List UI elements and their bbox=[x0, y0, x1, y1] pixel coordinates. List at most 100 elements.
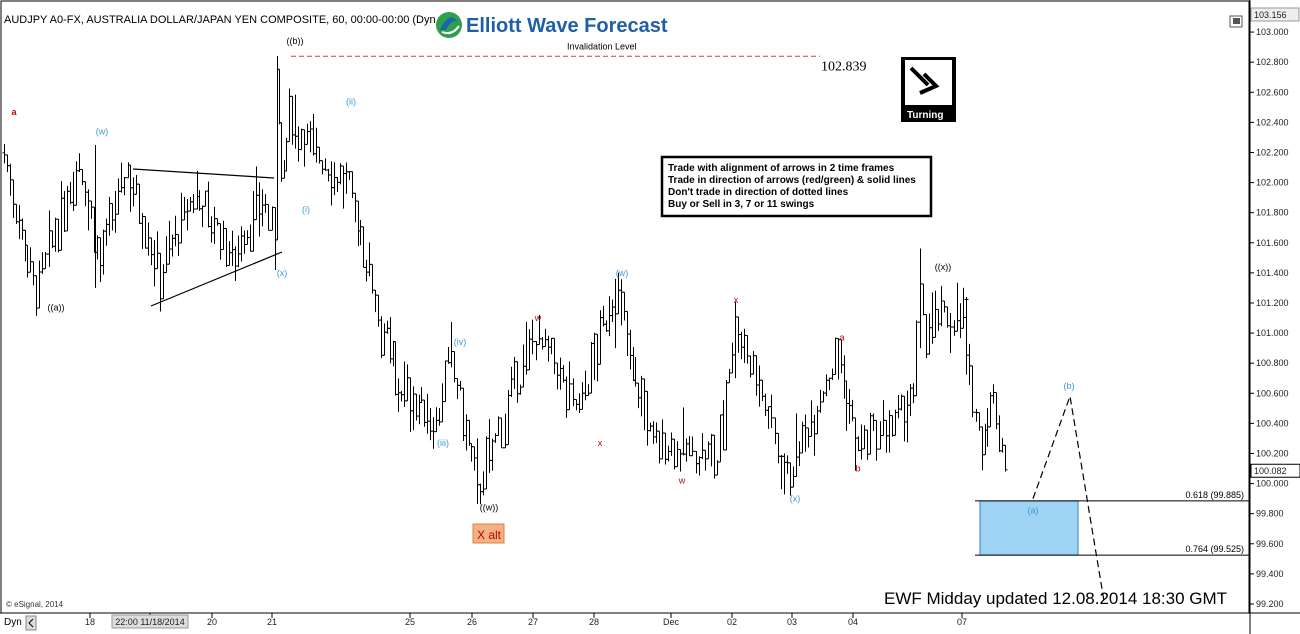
y-tick-label: 101.000 bbox=[1256, 328, 1289, 338]
wave-label: x bbox=[734, 295, 739, 305]
wave-label: a bbox=[11, 107, 17, 117]
wave-label: (b) bbox=[1064, 381, 1075, 391]
update-timestamp: EWF Midday updated 12.08.2014 18:30 GMT bbox=[884, 589, 1227, 608]
wave-label: x bbox=[598, 438, 603, 448]
y-tick-label: 102.200 bbox=[1256, 147, 1289, 157]
wave-label: (i) bbox=[302, 205, 310, 215]
x-tick-label: 02 bbox=[727, 617, 737, 627]
wave-label: (iii) bbox=[437, 438, 449, 448]
x-tick-label: 07 bbox=[957, 617, 967, 627]
x-alt-box bbox=[472, 523, 505, 544]
dyn-label: Dyn bbox=[4, 617, 22, 628]
price-bar bbox=[191, 193, 196, 214]
price-bar bbox=[914, 320, 919, 397]
x-alt-label: X alt bbox=[477, 528, 502, 542]
wave-label: ((w)) bbox=[480, 503, 499, 513]
wave-label: ((a)) bbox=[48, 303, 65, 313]
price-bar bbox=[122, 176, 127, 196]
wave-label: (x) bbox=[277, 268, 288, 278]
x-tick-label: 21 bbox=[267, 617, 277, 627]
y-tick-label: 100.200 bbox=[1256, 448, 1289, 458]
rule-line-3: Don't trade in direction of dotted lines bbox=[668, 187, 849, 198]
y-tick-label: 101.200 bbox=[1256, 298, 1289, 308]
y-tick-label: 99.200 bbox=[1256, 599, 1284, 609]
y-tick-label: 102.000 bbox=[1256, 178, 1289, 188]
price-bar bbox=[266, 203, 271, 231]
invalidation-value: 102.839 bbox=[821, 59, 867, 74]
y-tick-label: 103.000 bbox=[1256, 27, 1289, 37]
axis-top-value-box bbox=[1250, 7, 1300, 22]
y-tick-label: 99.600 bbox=[1256, 539, 1284, 549]
y-tick-label: 101.800 bbox=[1256, 208, 1289, 218]
rule-line-2: Trade in direction of arrows (red/green)… bbox=[668, 175, 916, 186]
y-tick-label: 102.400 bbox=[1256, 117, 1289, 127]
data-source: © eSignal, 2014 bbox=[6, 600, 64, 609]
wave-label: (w) bbox=[616, 268, 629, 278]
x-tick-label: 03 bbox=[787, 617, 797, 627]
invalidation-label: Invalidation Level bbox=[567, 41, 637, 51]
price-bar bbox=[530, 319, 535, 355]
y-tick-label: 102.800 bbox=[1256, 57, 1289, 67]
fib-level-618-label: 0.618 (99.885) bbox=[1185, 490, 1244, 500]
price-bar bbox=[690, 436, 695, 457]
turning-label: Turning bbox=[907, 110, 943, 121]
projection-path bbox=[1032, 393, 1105, 602]
triangle-lines bbox=[132, 168, 283, 307]
triangle-trendline bbox=[150, 251, 283, 307]
y-tick-label: 101.600 bbox=[1256, 238, 1289, 248]
y-tick-label: 100.600 bbox=[1256, 388, 1289, 398]
x-tick-label: 22:00 11/18/2014 bbox=[115, 617, 184, 627]
price-bar bbox=[567, 361, 572, 411]
rule-line-4: Buy or Sell in 3, 7 or 11 swings bbox=[668, 199, 815, 210]
x-tick-label: 04 bbox=[848, 617, 858, 627]
wave-labels: a (w) ((a)) (x) ((b)) (i) (ii) (iii) (iv) ((w)) w (… bbox=[11, 36, 1074, 516]
y-tick-label: 100.400 bbox=[1256, 418, 1289, 428]
scroll-arrows[interactable] bbox=[25, 615, 37, 631]
x-tick-label: 25 bbox=[405, 617, 415, 627]
wave-label: ((b)) bbox=[287, 36, 304, 46]
wave-label: w bbox=[534, 313, 542, 323]
y-tick-label: 100.800 bbox=[1256, 358, 1289, 368]
x-tick-label: 26 bbox=[467, 617, 477, 627]
x-axis-ticks: 18 22:00 11/18/2014 20 21 25 26 27 28 Dec 02 03 04 0… bbox=[85, 613, 967, 629]
price-bar bbox=[970, 365, 975, 418]
turning-badge: Turning bbox=[901, 57, 956, 122]
wave-label: w bbox=[678, 476, 686, 486]
price-bar bbox=[948, 312, 953, 353]
last-price-value: 100.082 bbox=[1254, 466, 1287, 476]
wave-label: (x) bbox=[790, 494, 801, 504]
price-bar bbox=[769, 394, 774, 428]
price-bars bbox=[2, 56, 1008, 505]
maximize-icon[interactable] bbox=[1229, 15, 1243, 28]
wave-label: (a) bbox=[1028, 506, 1039, 516]
x-tick-label: 20 bbox=[207, 617, 217, 627]
triangle-trendline bbox=[132, 168, 275, 179]
y-tick-label: 100.000 bbox=[1256, 479, 1289, 489]
x-tick-label: 28 bbox=[589, 617, 599, 627]
wave-label: (iv) bbox=[454, 337, 467, 347]
wave-label: b bbox=[855, 464, 860, 474]
y-tick-label: 101.400 bbox=[1256, 268, 1289, 278]
x-tick-label: 27 bbox=[528, 617, 538, 627]
cursor-date-box bbox=[111, 614, 189, 629]
rules-box: Trade with alignment of arrows in 2 time… bbox=[660, 155, 933, 218]
logo-text: Elliott Wave Forecast bbox=[466, 15, 668, 37]
x-tick-label: 18 bbox=[85, 617, 95, 627]
axis-top-value: 103.156 bbox=[1254, 10, 1287, 20]
price-bar bbox=[874, 419, 879, 461]
arrow-down-right-icon bbox=[909, 66, 940, 95]
y-tick-label: 99.400 bbox=[1256, 569, 1284, 579]
chart-symbol-title: AUDJPY A0-FX, AUSTRALIA DOLLAR/JAPAN YEN… bbox=[4, 14, 436, 26]
rule-line-1: Trade with alignment of arrows in 2 time… bbox=[668, 163, 895, 174]
y-tick-label: 99.800 bbox=[1256, 509, 1284, 519]
y-axis-ticks: 103.000 102.800 102.600 102.400 102.200 102.0… bbox=[1250, 27, 1289, 609]
price-bar bbox=[1003, 444, 1008, 472]
logo-icon bbox=[436, 12, 462, 38]
wave-label: a bbox=[839, 333, 844, 343]
last-price-box bbox=[1250, 463, 1300, 478]
wave-label: (w) bbox=[96, 126, 109, 136]
y-tick-label: 102.600 bbox=[1256, 87, 1289, 97]
x-tick-label: Dec bbox=[663, 617, 680, 627]
